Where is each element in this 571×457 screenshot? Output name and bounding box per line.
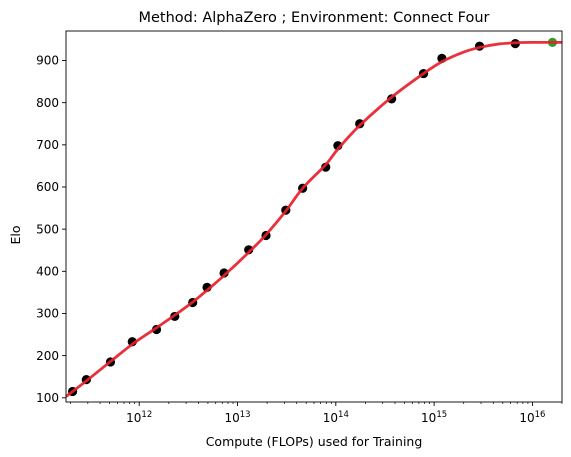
- y-tick-label: 700: [36, 138, 59, 152]
- y-axis-label: Elo: [8, 225, 23, 244]
- chart-title: Method: AlphaZero ; Environment: Connect…: [138, 10, 489, 26]
- x-tick-label: 1012: [126, 410, 152, 425]
- x-tick-label: 1014: [323, 410, 349, 425]
- y-tick-label: 500: [36, 222, 59, 236]
- data-point: [244, 245, 254, 255]
- x-tick-label: 1013: [224, 410, 250, 425]
- plot-area: [66, 37, 562, 398]
- x-axis-label: Compute (FLOPs) used for Training: [206, 434, 423, 449]
- x-tick-label: 1015: [421, 410, 447, 425]
- x-tick-label: 1016: [519, 410, 545, 425]
- data-point: [321, 162, 331, 172]
- y-tick-label: 600: [36, 180, 59, 194]
- y-tick-label: 800: [36, 96, 59, 110]
- fit-curve: [66, 40, 562, 398]
- plot-frame: [65, 30, 563, 403]
- y-tick-label: 900: [36, 54, 59, 68]
- y-tick-label: 300: [36, 307, 59, 321]
- y-tick-label: 400: [36, 265, 59, 279]
- y-tick-label: 200: [36, 349, 59, 363]
- y-tick-label: 100: [36, 391, 59, 405]
